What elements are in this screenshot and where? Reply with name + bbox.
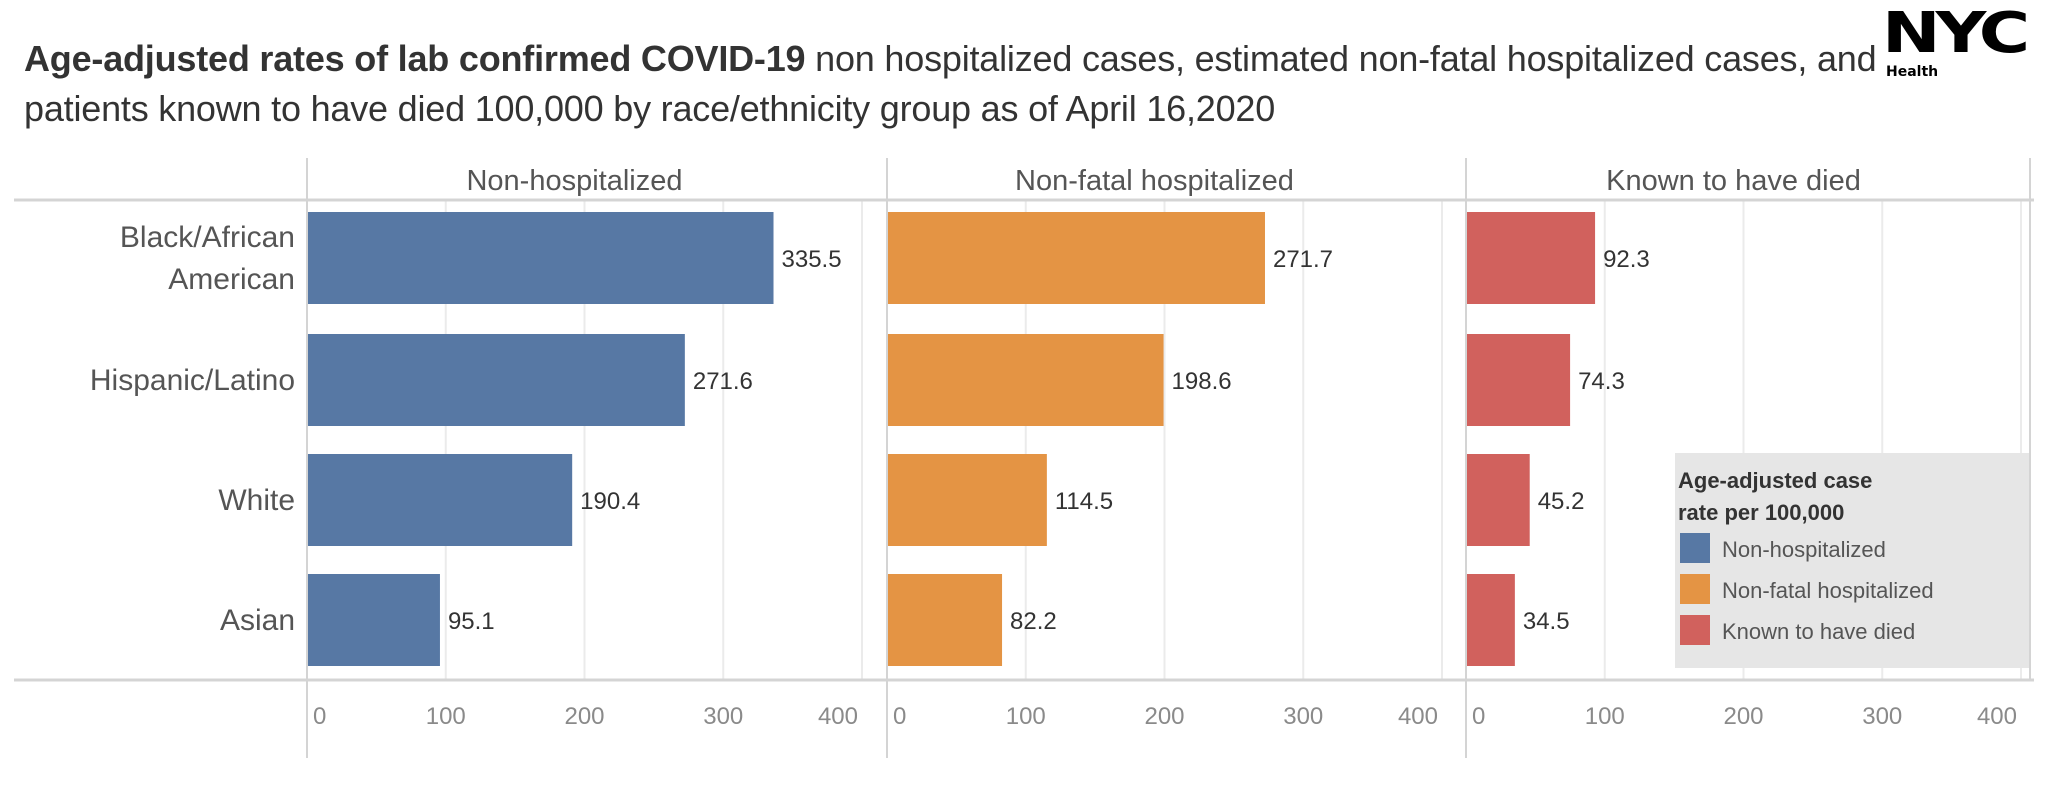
bar: [308, 334, 685, 426]
bar: [1467, 454, 1530, 546]
legend-item-label: Non-fatal hospitalized: [1722, 578, 1934, 603]
data-label: 335.5: [782, 246, 842, 273]
category-label: Hispanic/Latino: [90, 364, 295, 397]
data-label: 74.3: [1578, 368, 1625, 395]
chart-title-bold: Age-adjusted rates of lab confirmed COVI…: [24, 38, 806, 79]
logo-health-text: Health: [1886, 64, 1939, 80]
x-tick-label: 100: [426, 703, 466, 730]
category-label: American: [168, 263, 295, 296]
x-tick-label: 300: [1862, 703, 1902, 730]
panel-title: Non-hospitalized: [466, 165, 682, 197]
x-tick-label: 400: [818, 703, 858, 730]
bar: [308, 212, 774, 304]
category-label: Black/African: [120, 221, 295, 254]
x-tick-label: 200: [1144, 703, 1184, 730]
legend-swatch: [1680, 615, 1710, 645]
x-tick-label: 300: [703, 703, 743, 730]
x-tick-label: 0: [893, 703, 906, 730]
data-label: 271.7: [1273, 246, 1333, 273]
x-tick-label: 100: [1006, 703, 1046, 730]
x-tick-label: 400: [1977, 703, 2017, 730]
x-tick-label: 400: [1398, 703, 1438, 730]
bar: [1467, 574, 1515, 666]
x-tick-label: 0: [313, 703, 326, 730]
bar-layer: [308, 212, 1596, 666]
data-label: 45.2: [1538, 488, 1585, 515]
data-label: 82.2: [1010, 608, 1057, 635]
data-label: 198.6: [1172, 368, 1232, 395]
legend-item-label: Known to have died: [1722, 619, 1915, 644]
category-label: White: [218, 484, 295, 517]
legend-title: rate per 100,000: [1678, 500, 1844, 525]
data-label: 271.6: [693, 368, 753, 395]
chart-title-rest: non hospitalized cases, estimated non-fa…: [24, 38, 1877, 129]
data-label: 114.5: [1055, 488, 1113, 515]
category-label: Asian: [220, 604, 295, 637]
x-tick-label: 0: [1472, 703, 1485, 730]
data-label: 95.1: [448, 608, 495, 635]
legend-title: Age-adjusted case: [1678, 468, 1872, 493]
legend[interactable]: Age-adjusted case rate per 100,000 Non-hos…: [1675, 453, 2029, 668]
label-layer: Non-hospitalized Non-fatal hospitalized Kn…: [90, 165, 2017, 730]
x-tick-label: 300: [1283, 703, 1323, 730]
bar: [1467, 212, 1596, 304]
frame-layer: [14, 158, 2034, 758]
bar: [308, 574, 440, 666]
legend-swatch: [1680, 533, 1710, 563]
panel-title: Non-fatal hospitalized: [1015, 165, 1294, 197]
nyc-health-logo: NYC Health: [1882, 6, 2042, 84]
logo-nyc-text: NYC: [1882, 1, 2030, 66]
data-label: 34.5: [1523, 608, 1570, 635]
legend-background: [1675, 453, 2029, 668]
bar: [888, 334, 1164, 426]
bar: [308, 454, 573, 546]
bar: [888, 574, 1003, 666]
bar: [1467, 334, 1571, 426]
data-label: 92.3: [1603, 246, 1650, 273]
x-tick-label: 100: [1585, 703, 1625, 730]
legend-item-label: Non-hospitalized: [1722, 537, 1886, 562]
data-label: 190.4: [580, 488, 640, 515]
chart-title: Age-adjusted rates of lab confirmed COVI…: [24, 34, 1924, 134]
x-tick-label: 200: [1723, 703, 1763, 730]
legend-swatch: [1680, 574, 1710, 604]
bar: [888, 212, 1265, 304]
panel-title: Known to have died: [1606, 165, 1861, 197]
bar: [888, 454, 1047, 546]
x-tick-label: 200: [564, 703, 604, 730]
